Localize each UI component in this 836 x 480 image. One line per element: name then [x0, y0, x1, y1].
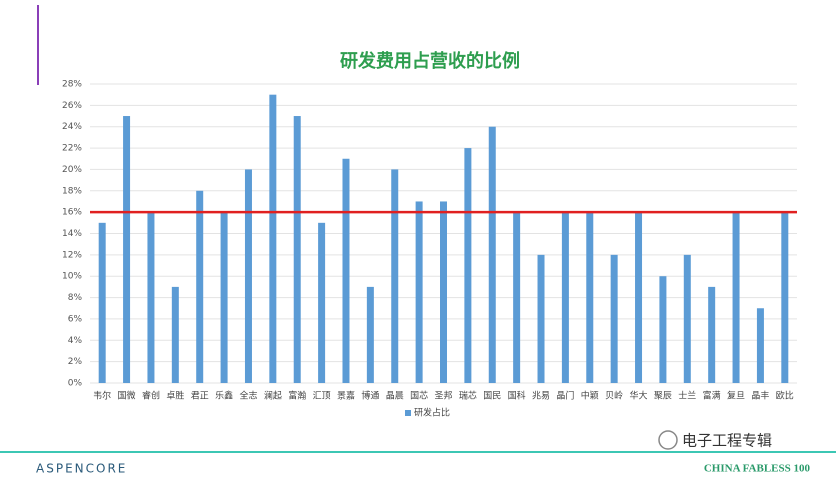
x-tick-label: 贝岭 — [605, 390, 623, 402]
plot: 0% 2% 4% 6% 8% 10% 12% 14% 16% 18% 20% 22% 24% 26% 28%… — [62, 80, 797, 419]
x-tick-label: 士兰 — [678, 390, 696, 402]
bar — [196, 190, 204, 383]
bar — [293, 116, 301, 384]
bar — [269, 94, 277, 383]
y-tick-label: 0% — [68, 379, 83, 389]
bar — [635, 212, 643, 383]
y-tick-label: 10% — [62, 272, 82, 282]
tagline: CHINA FABLESS 100 — [704, 463, 811, 475]
x-tick-label: 博通 — [361, 390, 379, 402]
bar — [781, 212, 789, 383]
bar — [732, 212, 740, 383]
x-tick-label: 国民 — [483, 391, 501, 402]
y-tick-label: 16% — [62, 208, 82, 218]
x-tick-label: 乐鑫 — [215, 390, 233, 402]
chart-title: 研发费用占营收的比例 — [340, 50, 520, 72]
x-tick-label: 国科 — [508, 390, 526, 402]
bar — [366, 286, 374, 383]
x-tick-label: 富满 — [703, 390, 721, 402]
x-tick-label: 晶门 — [556, 390, 574, 402]
bar — [659, 276, 667, 383]
x-tick-label: 景嘉 — [337, 390, 355, 402]
bar — [415, 201, 423, 383]
x-tick-label: 晶丰 — [751, 390, 769, 402]
bar — [342, 158, 350, 383]
y-tick-label: 12% — [62, 250, 82, 260]
bar — [756, 308, 764, 383]
y-tick-label: 20% — [62, 165, 82, 175]
legend-swatch — [405, 410, 411, 416]
bar — [513, 212, 521, 383]
brand: ASPENCORE — [36, 462, 127, 476]
bar — [488, 126, 496, 383]
bar — [244, 169, 252, 383]
bar — [586, 212, 594, 383]
legend-label: 研发占比 — [414, 407, 450, 419]
y-tick-label: 18% — [62, 186, 82, 196]
x-tick-label: 汇顶 — [313, 391, 331, 402]
x-tick-label: 睿创 — [142, 390, 160, 402]
bar — [220, 212, 228, 383]
bar — [464, 148, 472, 383]
x-tick-label: 复旦 — [727, 390, 745, 402]
bar — [391, 169, 399, 383]
y-tick-label: 26% — [62, 101, 82, 111]
bar — [318, 222, 326, 383]
y-tick-label: 6% — [68, 314, 83, 324]
x-tick-label: 澜起 — [264, 391, 282, 402]
bar — [537, 254, 545, 383]
bar — [440, 201, 447, 383]
y-tick-label: 22% — [62, 144, 82, 154]
y-tick-label: 14% — [62, 229, 82, 239]
x-tick-label: 兆易 — [532, 391, 550, 402]
bar — [610, 254, 618, 383]
y-tick-label: 8% — [68, 293, 83, 303]
x-tick-label: 国微 — [118, 390, 136, 402]
bar — [171, 286, 179, 383]
x-tick-label: 卓胜 — [166, 390, 184, 402]
x-tick-label: 欧比 — [776, 390, 794, 402]
x-tick-label: 韦尔 — [93, 390, 111, 402]
bar — [123, 116, 131, 384]
y-tick-label: 28% — [62, 80, 82, 90]
bar — [683, 254, 691, 383]
x-tick-label: 富瀚 — [288, 390, 306, 402]
watermark-icon — [658, 430, 678, 450]
x-tick-label: 中颖 — [581, 390, 599, 402]
bar — [561, 212, 569, 383]
y-tick-label: 4% — [68, 336, 83, 346]
y-tick-label: 24% — [62, 122, 82, 132]
x-tick-label: 华大 — [630, 390, 648, 402]
x-tick-label: 聚辰 — [654, 391, 672, 402]
x-tick-label: 全志 — [239, 390, 257, 402]
x-tick-label: 瑞芯 — [459, 390, 477, 402]
y-tick-label: 2% — [68, 357, 83, 367]
watermark: 电子工程专辑 — [682, 432, 772, 450]
x-tick-label: 晶晨 — [386, 391, 404, 402]
x-tick-label: 国芯 — [410, 390, 428, 402]
bar — [708, 286, 716, 383]
x-tick-label: 君正 — [191, 391, 209, 402]
bar — [147, 212, 155, 383]
bar — [98, 222, 106, 383]
x-tick-label: 圣邦 — [434, 390, 452, 402]
